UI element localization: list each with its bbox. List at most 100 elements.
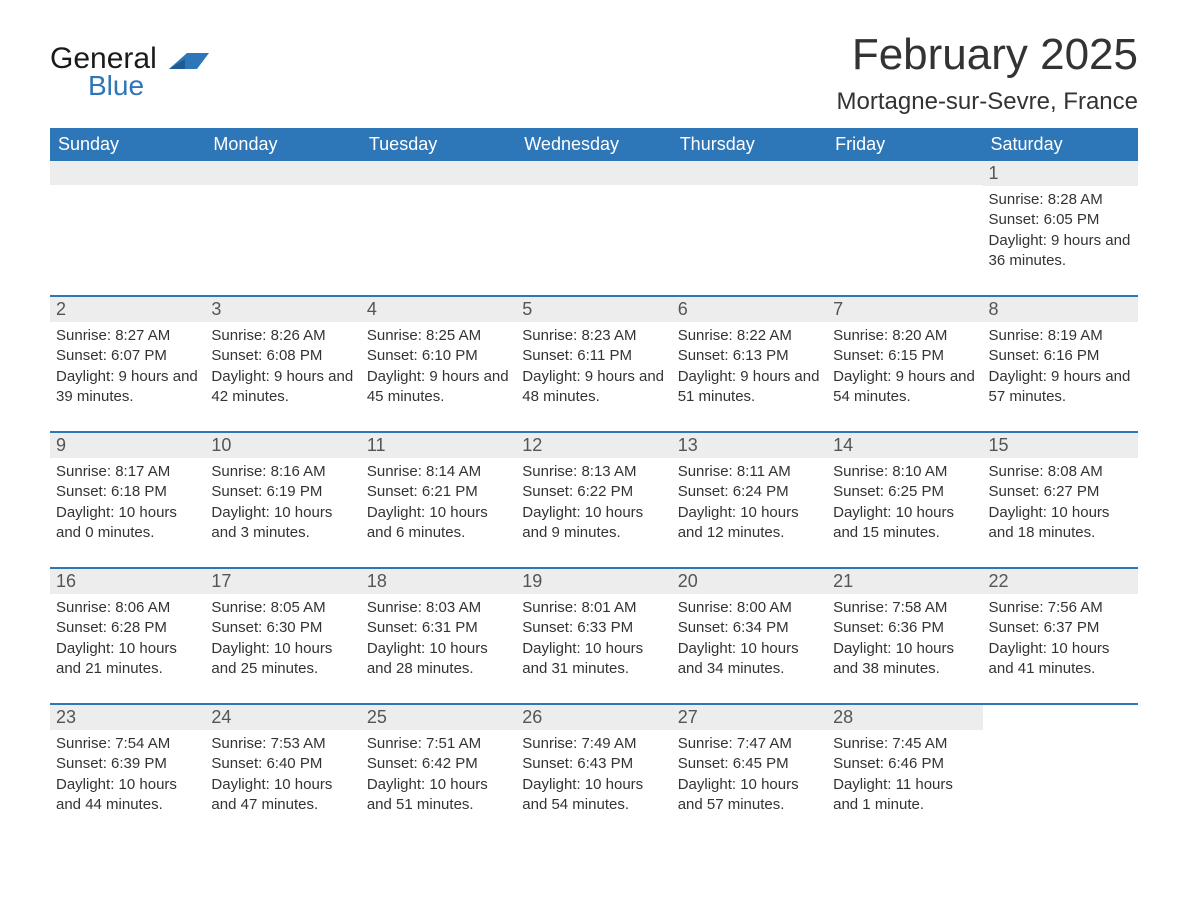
sunset-text: Sunset: 6:39 PM: [56, 754, 199, 774]
day-info: Sunrise: 8:27 AMSunset: 6:07 PMDaylight:…: [56, 326, 199, 407]
day-info: Sunrise: 8:16 AMSunset: 6:19 PMDaylight:…: [211, 462, 354, 543]
empty-day-label: [205, 161, 360, 185]
day-cell: [50, 161, 205, 277]
daylight-text: Daylight: 9 hours and 42 minutes.: [211, 367, 354, 408]
header: General Blue February 2025 Mortagne-sur-…: [50, 30, 1138, 116]
daylight-text: Daylight: 9 hours and 51 minutes.: [678, 367, 821, 408]
sunset-text: Sunset: 6:36 PM: [833, 618, 976, 638]
empty-day-label: [361, 161, 516, 185]
daylight-text: Daylight: 10 hours and 12 minutes.: [678, 503, 821, 544]
day-cell: 11Sunrise: 8:14 AMSunset: 6:21 PMDayligh…: [361, 433, 516, 549]
day-info: Sunrise: 8:22 AMSunset: 6:13 PMDaylight:…: [678, 326, 821, 407]
day-of-week-cell: Sunday: [50, 128, 205, 161]
day-number: 28: [827, 705, 982, 730]
day-cell: 5Sunrise: 8:23 AMSunset: 6:11 PMDaylight…: [516, 297, 671, 413]
day-number: 8: [983, 297, 1138, 322]
sunset-text: Sunset: 6:16 PM: [989, 346, 1132, 366]
sunset-text: Sunset: 6:18 PM: [56, 482, 199, 502]
empty-day-label: [516, 161, 671, 185]
sunset-text: Sunset: 6:19 PM: [211, 482, 354, 502]
day-of-week-row: SundayMondayTuesdayWednesdayThursdayFrid…: [50, 128, 1138, 161]
day-info: Sunrise: 8:10 AMSunset: 6:25 PMDaylight:…: [833, 462, 976, 543]
day-cell: 4 Sunrise: 8:25 AMSunset: 6:10 PMDaylight…: [361, 297, 516, 413]
week-row: 2Sunrise: 8:27 AMSunset: 6:07 PMDaylight…: [50, 295, 1138, 413]
week-row: 9Sunrise: 8:17 AMSunset: 6:18 PMDaylight…: [50, 431, 1138, 549]
day-cell: 12Sunrise: 8:13 AMSunset: 6:22 PMDayligh…: [516, 433, 671, 549]
empty-day-label: [672, 161, 827, 185]
day-cell: 26 Sunrise: 7:49 AMSunset: 6:43 PMDayligh…: [516, 705, 671, 821]
weeks-container: 1Sunrise: 8:28 AMSunset: 6:05 PMDaylight…: [50, 161, 1138, 821]
day-cell: [827, 161, 982, 277]
sunrise-text: Sunrise: 7:54 AM: [56, 734, 199, 754]
sunset-text: Sunset: 6:27 PM: [989, 482, 1132, 502]
day-cell: 25Sunrise: 7:51 AMSunset: 6:42 PMDayligh…: [361, 705, 516, 821]
sunset-text: Sunset: 6:30 PM: [211, 618, 354, 638]
sunrise-text: Sunrise: 7:49 AM: [522, 734, 665, 754]
daylight-text: Daylight: 10 hours and 51 minutes.: [367, 775, 510, 816]
daylight-text: Daylight: 11 hours and 1 minute.: [833, 775, 976, 816]
daylight-text: Daylight: 9 hours and 45 minutes.: [367, 367, 510, 408]
sunset-text: Sunset: 6:07 PM: [56, 346, 199, 366]
day-cell: [983, 705, 1138, 821]
sunset-text: Sunset: 6:24 PM: [678, 482, 821, 502]
sunset-text: Sunset: 6:45 PM: [678, 754, 821, 774]
sunset-text: Sunset: 6:33 PM: [522, 618, 665, 638]
sunrise-text: Sunrise: 8:25 AM: [367, 326, 510, 346]
daylight-text: Daylight: 10 hours and 44 minutes.: [56, 775, 199, 816]
day-cell: 24Sunrise: 7:53 AMSunset: 6:40 PMDayligh…: [205, 705, 360, 821]
sunrise-text: Sunrise: 8:23 AM: [522, 326, 665, 346]
sunrise-text: Sunrise: 7:58 AM: [833, 598, 976, 618]
sunrise-text: Sunrise: 8:27 AM: [56, 326, 199, 346]
day-number: 26: [516, 705, 671, 730]
day-number: 14: [827, 433, 982, 458]
location: Mortagne-sur-Sevre, France: [837, 88, 1138, 116]
sunset-text: Sunset: 6:43 PM: [522, 754, 665, 774]
calendar: SundayMondayTuesdayWednesdayThursdayFrid…: [50, 128, 1138, 821]
day-number: 27: [672, 705, 827, 730]
sunrise-text: Sunrise: 8:13 AM: [522, 462, 665, 482]
day-info: Sunrise: 8:20 AMSunset: 6:15 PMDaylight:…: [833, 326, 976, 407]
sunset-text: Sunset: 6:25 PM: [833, 482, 976, 502]
daylight-text: Daylight: 10 hours and 18 minutes.: [989, 503, 1132, 544]
daylight-text: Daylight: 10 hours and 3 minutes.: [211, 503, 354, 544]
day-number: 17: [205, 569, 360, 594]
day-info: Sunrise: 8:08 AMSunset: 6:27 PMDaylight:…: [989, 462, 1132, 543]
daylight-text: Daylight: 9 hours and 36 minutes.: [989, 231, 1132, 272]
day-number: 15: [983, 433, 1138, 458]
day-cell: [672, 161, 827, 277]
day-info: Sunrise: 8:26 AMSunset: 6:08 PMDaylight:…: [211, 326, 354, 407]
day-cell: 17Sunrise: 8:05 AMSunset: 6:30 PMDayligh…: [205, 569, 360, 685]
daylight-text: Daylight: 10 hours and 25 minutes.: [211, 639, 354, 680]
day-info: Sunrise: 8:00 AMSunset: 6:34 PMDaylight:…: [678, 598, 821, 679]
day-number: 2: [50, 297, 205, 322]
day-info: Sunrise: 8:13 AMSunset: 6:22 PMDaylight:…: [522, 462, 665, 543]
sunrise-text: Sunrise: 8:26 AM: [211, 326, 354, 346]
daylight-text: Daylight: 10 hours and 28 minutes.: [367, 639, 510, 680]
day-number: 4: [361, 297, 516, 322]
day-cell: 21Sunrise: 7:58 AMSunset: 6:36 PMDayligh…: [827, 569, 982, 685]
sunset-text: Sunset: 6:21 PM: [367, 482, 510, 502]
week-row: 16Sunrise: 8:06 AMSunset: 6:28 PMDayligh…: [50, 567, 1138, 685]
day-number: 7: [827, 297, 982, 322]
day-cell: 7 Sunrise: 8:20 AMSunset: 6:15 PMDaylight…: [827, 297, 982, 413]
day-number: 11: [361, 433, 516, 458]
day-cell: 10Sunrise: 8:16 AMSunset: 6:19 PMDayligh…: [205, 433, 360, 549]
day-number: 5: [516, 297, 671, 322]
day-info: Sunrise: 7:47 AMSunset: 6:45 PMDaylight:…: [678, 734, 821, 815]
day-info: Sunrise: 8:06 AMSunset: 6:28 PMDaylight:…: [56, 598, 199, 679]
day-cell: 3Sunrise: 8:26 AMSunset: 6:08 PMDaylight…: [205, 297, 360, 413]
daylight-text: Daylight: 10 hours and 54 minutes.: [522, 775, 665, 816]
day-info: Sunrise: 7:49 AMSunset: 6:43 PMDaylight:…: [522, 734, 665, 815]
day-cell: 6Sunrise: 8:22 AMSunset: 6:13 PMDaylight…: [672, 297, 827, 413]
sunset-text: Sunset: 6:10 PM: [367, 346, 510, 366]
sunrise-text: Sunrise: 8:11 AM: [678, 462, 821, 482]
sunrise-text: Sunrise: 8:19 AM: [989, 326, 1132, 346]
sunrise-text: Sunrise: 8:08 AM: [989, 462, 1132, 482]
daylight-text: Daylight: 10 hours and 41 minutes.: [989, 639, 1132, 680]
daylight-text: Daylight: 10 hours and 9 minutes.: [522, 503, 665, 544]
sunrise-text: Sunrise: 7:47 AM: [678, 734, 821, 754]
week-row: 1Sunrise: 8:28 AMSunset: 6:05 PMDaylight…: [50, 161, 1138, 277]
daylight-text: Daylight: 10 hours and 47 minutes.: [211, 775, 354, 816]
day-cell: 23Sunrise: 7:54 AMSunset: 6:39 PMDayligh…: [50, 705, 205, 821]
day-number: 1: [983, 161, 1138, 186]
